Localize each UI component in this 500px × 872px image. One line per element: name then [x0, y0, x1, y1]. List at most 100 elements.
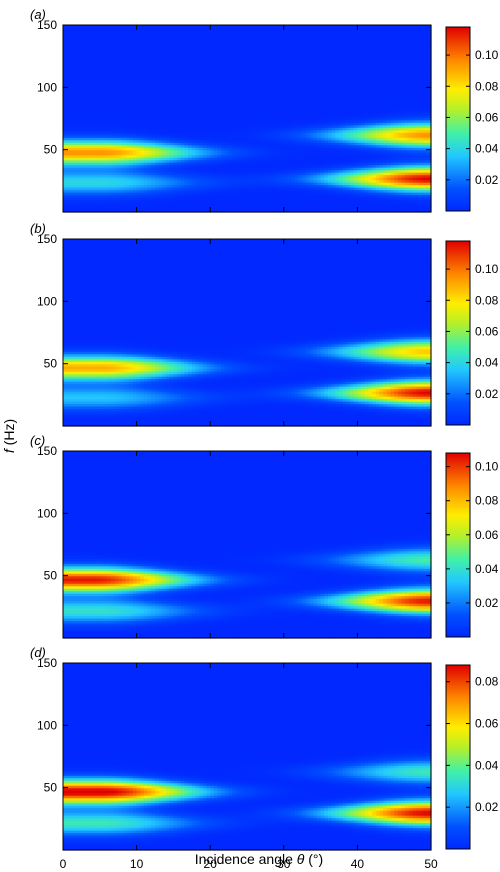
heatmap-cell: [85, 29, 90, 34]
heatmap-cell: [147, 179, 152, 183]
heatmap-cell: [180, 97, 186, 101]
heatmap-cell: [158, 177, 163, 181]
heatmap-cell: [81, 134, 86, 138]
heatmap-cell: [191, 147, 197, 151]
heatmap-cell: [81, 142, 86, 146]
heatmap-cell: [85, 89, 90, 93]
heatmap-cell: [195, 102, 200, 106]
heatmap-cell: [96, 112, 101, 116]
heatmap-cell: [195, 52, 200, 56]
heatmap-cell: [202, 42, 208, 46]
heatmap-cell: [199, 204, 204, 208]
heatmap-cell: [151, 137, 156, 141]
heatmap-cell: [99, 209, 105, 213]
heatmap-cell: [169, 82, 174, 86]
heatmap-cell: [169, 25, 174, 29]
heatmap-cell: [99, 114, 105, 118]
heatmap-cell: [132, 62, 138, 66]
heatmap-cell: [184, 172, 189, 176]
heatmap-cell: [147, 132, 152, 136]
heatmap-cell: [143, 37, 149, 41]
heatmap-cell: [81, 34, 86, 39]
heatmap-cell: [81, 82, 86, 86]
heatmap-cell: [136, 184, 141, 188]
heatmap-cell: [180, 127, 186, 131]
heatmap-cell: [118, 87, 123, 91]
heatmap-cell: [70, 124, 75, 128]
heatmap-cell: [147, 32, 152, 36]
heatmap-cell: [70, 64, 75, 68]
heatmap-cell: [77, 27, 82, 31]
heatmap-cell: [132, 99, 138, 103]
heatmap-cell: [66, 157, 71, 161]
heatmap-cell: [162, 172, 167, 176]
heatmap-cell: [177, 129, 182, 133]
heatmap-cell: [140, 129, 145, 133]
heatmap-cell: [99, 192, 105, 196]
heatmap-cell: [202, 164, 208, 168]
heatmap-cell: [74, 64, 79, 68]
heatmap-cell: [107, 79, 112, 83]
heatmap-cell: [158, 59, 163, 63]
heatmap-cell: [158, 129, 163, 133]
heatmap-cell: [195, 79, 200, 83]
heatmap-cell: [63, 194, 68, 198]
heatmap-cell: [162, 142, 167, 146]
heatmap-cell: [85, 25, 90, 29]
heatmap-cell: [143, 64, 149, 68]
heatmap-cell: [166, 107, 171, 111]
heatmap-cell: [188, 119, 193, 123]
heatmap-cell: [191, 47, 197, 51]
heatmap-cell: [70, 159, 75, 163]
heatmap-cell: [140, 79, 145, 83]
heatmap-cell: [169, 87, 174, 91]
heatmap-cell: [103, 169, 108, 173]
heatmap-cell: [85, 152, 90, 156]
heatmap-cell: [118, 157, 123, 161]
heatmap-cell: [66, 162, 71, 166]
heatmap-cell: [166, 194, 171, 198]
heatmap-cell: [85, 202, 90, 206]
heatmap-cell: [114, 34, 119, 39]
heatmap-cell: [155, 189, 160, 193]
heatmap-cell: [96, 144, 101, 148]
heatmap-cell: [92, 114, 97, 118]
heatmap-cell: [99, 204, 105, 208]
heatmap-cell: [66, 29, 71, 34]
heatmap-cell: [129, 199, 134, 203]
heatmap-cell: [99, 34, 105, 39]
heatmap-cell: [103, 64, 108, 68]
heatmap-cell: [177, 44, 182, 49]
heatmap-cell: [136, 127, 141, 131]
heatmap-cell: [121, 84, 127, 88]
heatmap-cell: [85, 59, 90, 63]
heatmap-cell: [173, 77, 178, 81]
heatmap-cell: [99, 112, 105, 116]
heatmap-cell: [129, 77, 134, 81]
heatmap-cell: [199, 42, 204, 46]
heatmap-cell: [96, 172, 101, 176]
heatmap-cell: [85, 34, 90, 39]
heatmap-cell: [173, 47, 178, 51]
heatmap-cell: [162, 169, 167, 173]
heatmap-cell: [177, 187, 182, 191]
heatmap-cell: [206, 117, 211, 121]
heatmap-cell: [66, 74, 71, 78]
heatmap-cell: [96, 57, 101, 61]
heatmap-cell: [107, 134, 112, 138]
heatmap-cell: [184, 44, 189, 49]
heatmap-cell: [151, 64, 156, 68]
heatmap-cell: [195, 54, 200, 59]
heatmap-cell: [166, 154, 171, 158]
heatmap-cell: [88, 162, 94, 166]
heatmap-cell: [147, 89, 152, 93]
heatmap-cell: [162, 194, 167, 198]
heatmap-cell: [158, 102, 163, 106]
heatmap-cell: [188, 77, 193, 81]
heatmap-cell: [129, 67, 134, 71]
heatmap-cell: [107, 94, 112, 98]
heatmap-cell: [206, 77, 211, 81]
heatmap-cell: [173, 149, 178, 153]
heatmap-cell: [81, 207, 86, 211]
heatmap-cell: [99, 127, 105, 131]
